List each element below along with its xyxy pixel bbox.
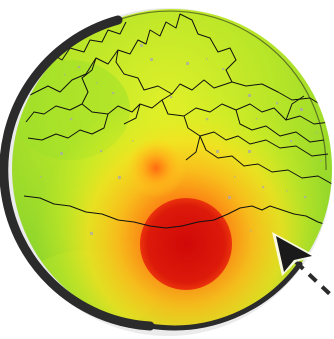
noise-speck: [290, 140, 293, 143]
noise-speck: [118, 176, 121, 179]
noise-specks: [40, 44, 322, 235]
noise-speck: [206, 118, 209, 121]
noise-speck: [132, 140, 134, 142]
lens-frame-arc-bottom: [147, 261, 303, 331]
noise-speck: [276, 102, 279, 105]
noise-speck: [96, 82, 98, 84]
noise-speck: [316, 132, 318, 134]
noise-speck: [248, 94, 251, 97]
noise-speck: [262, 186, 265, 189]
noise-speck: [170, 96, 173, 99]
noise-speck: [64, 74, 66, 76]
noise-speck: [216, 150, 219, 153]
noise-speck: [300, 108, 303, 111]
lens-frame-arc: [0, 15, 155, 331]
noise-speck: [228, 196, 231, 199]
noise-speck: [222, 68, 225, 71]
noise-speck: [112, 92, 115, 95]
noise-speck: [234, 176, 236, 178]
secondary-hotspot: [126, 138, 186, 198]
cursor-arrow-icon: [272, 232, 316, 276]
noise-speck: [40, 176, 42, 178]
noise-speck: [320, 160, 322, 162]
noise-speck: [286, 190, 288, 192]
noise-speck: [70, 118, 73, 121]
noise-speck: [60, 152, 63, 155]
primary-hotspot: [140, 198, 232, 290]
boundary-lines: [23, 13, 332, 229]
lens-frame-rim: [117, 10, 327, 171]
noise-speck: [206, 58, 208, 60]
noise-speck: [100, 150, 103, 153]
noise-speck: [150, 58, 153, 61]
noise-speck: [186, 62, 189, 65]
noise-speck: [78, 66, 81, 69]
noise-speck: [256, 118, 258, 120]
noise-speck: [250, 230, 252, 232]
noise-speck: [304, 196, 307, 199]
dashed-trail: [294, 260, 334, 300]
noise-speck: [140, 44, 143, 47]
noise-speck: [90, 232, 93, 235]
noise-speck: [248, 150, 251, 153]
